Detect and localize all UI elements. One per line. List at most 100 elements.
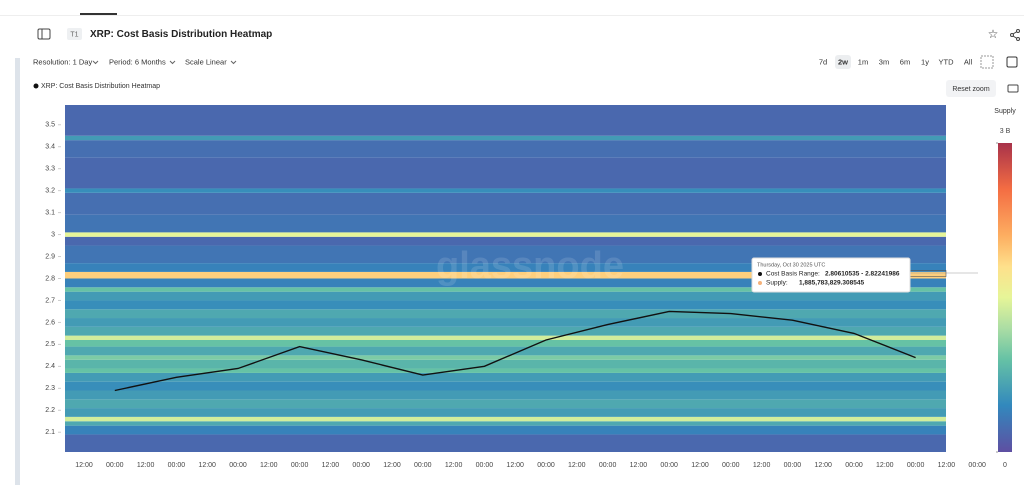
x-tick-label: 00:00 — [907, 462, 925, 469]
y-tick-label: 2.3 — [45, 385, 55, 392]
reset-zoom-bg[interactable] — [946, 80, 996, 97]
x-tick-label: 12:00 — [568, 462, 586, 469]
legend-label[interactable]: XRP: Cost Basis Distribution Heatmap — [41, 83, 160, 90]
y-tick-label: 2.5 — [45, 341, 55, 348]
x-tick-label: 00:00 — [414, 462, 432, 469]
range-button[interactable]: All — [964, 57, 973, 66]
price-line — [114, 310, 916, 392]
x-tick-label: 00:00 — [291, 462, 309, 469]
heatmap-band — [65, 434, 946, 452]
scale-dropdown[interactable]: Scale Linear — [185, 57, 227, 66]
y-tick-label: 2.8 — [45, 275, 55, 282]
heatmap-band — [65, 339, 946, 347]
active-tab-indicator — [80, 13, 117, 15]
range-button[interactable]: 2w — [838, 57, 848, 66]
x-tick-label: 12:00 — [322, 462, 340, 469]
heatmap-band — [65, 335, 946, 340]
tooltip-date: Thursday, Oct 30 2025 UTC — [757, 262, 825, 268]
colorbar-tick-label: 3 B — [1000, 128, 1011, 135]
x-tick-label: 00:00 — [968, 462, 986, 469]
heatmap-band — [65, 381, 946, 391]
heatmap-band — [65, 236, 946, 246]
heatmap-band — [65, 263, 946, 272]
x-tick-label: 12:00 — [198, 462, 216, 469]
heatmap-band — [65, 232, 946, 237]
range-button-active-bg[interactable] — [835, 55, 851, 69]
period-dropdown[interactable]: Period: 6 Months — [109, 57, 166, 66]
x-tick-label: 00:00 — [784, 462, 802, 469]
heatmap-band — [65, 425, 946, 435]
camera-button[interactable] — [1007, 84, 1019, 93]
heatmap-band — [65, 416, 946, 422]
x-tick-label: 00:00 — [106, 462, 124, 469]
tooltip-marker — [758, 281, 762, 285]
side-bar — [15, 58, 20, 485]
calendar-button[interactable] — [1006, 56, 1018, 68]
sidebar-toggle[interactable] — [37, 28, 51, 40]
tooltip-marker — [758, 272, 762, 276]
tooltip-box — [751, 257, 911, 293]
heatmap-band — [65, 309, 946, 319]
heatmap-band — [65, 318, 946, 327]
colorbar-tick-label: 0 — [1003, 462, 1007, 469]
y-tick-label: 3.4 — [45, 144, 55, 151]
tooltip-value: 2.80610535 - 2.82241986 — [825, 271, 900, 278]
y-tick-label: 2.4 — [45, 363, 55, 370]
range-button[interactable]: 7d — [819, 57, 827, 66]
x-tick-label: 00:00 — [845, 462, 863, 469]
heatmap-band — [65, 326, 946, 336]
colorbar — [998, 143, 1012, 452]
share-button[interactable] — [1010, 29, 1020, 41]
y-tick-label: 2.9 — [45, 253, 55, 260]
range-button[interactable]: 3m — [879, 57, 889, 66]
x-tick-label: 00:00 — [722, 462, 740, 469]
x-tick-label: 00:00 — [476, 462, 494, 469]
range-button[interactable]: 1m — [858, 57, 868, 66]
x-tick-label: 00:00 — [352, 462, 370, 469]
tooltip-value: 1,885,783,829.308545 — [799, 280, 864, 287]
heatmap-band — [65, 157, 946, 189]
x-tick-label: 12:00 — [383, 462, 401, 469]
watermark: glassnode — [436, 245, 624, 287]
x-tick-label: 12:00 — [137, 462, 155, 469]
heatmap-band — [65, 359, 946, 369]
heatmap-band — [65, 372, 946, 382]
heatmap-band — [65, 421, 946, 426]
heatmap-band — [65, 346, 946, 356]
y-tick-label: 3.1 — [45, 209, 55, 216]
heatmap-band — [65, 368, 946, 373]
heatmap-band — [65, 399, 946, 409]
star-button[interactable]: ☆ — [988, 27, 999, 41]
range-button[interactable]: 6m — [900, 57, 910, 66]
reset-zoom[interactable]: Reset zoom — [952, 86, 990, 93]
x-tick-label: 12:00 — [753, 462, 771, 469]
x-tick-label: 12:00 — [75, 462, 93, 469]
x-tick-label: 12:00 — [260, 462, 278, 469]
y-tick-label: 2.7 — [45, 297, 55, 304]
heatmap-band — [65, 188, 946, 193]
range-button[interactable]: 1y — [921, 57, 929, 66]
resolution-dropdown[interactable]: Resolution: 1 Day — [33, 57, 92, 66]
y-tick-label: 3.2 — [45, 187, 55, 194]
range-button[interactable]: YTD — [939, 57, 955, 66]
colorbar-title: Supply — [994, 108, 1016, 115]
x-tick-label: 12:00 — [445, 462, 463, 469]
x-tick-label: 12:00 — [876, 462, 894, 469]
x-tick-label: 12:00 — [938, 462, 956, 469]
heatmap-band — [65, 278, 946, 288]
tab-badge: T1 — [70, 31, 78, 38]
y-tick-label: 2.1 — [45, 429, 55, 436]
zoom-select-button[interactable] — [980, 55, 994, 69]
heatmap-band — [65, 245, 946, 264]
legend-marker — [33, 83, 39, 89]
tab-badge-bg — [67, 28, 82, 40]
heatmap-band — [65, 105, 946, 136]
x-tick-label: 12:00 — [691, 462, 709, 469]
tooltip-label: Supply: — [766, 280, 788, 287]
x-tick-label: 12:00 — [814, 462, 832, 469]
heatmap-band — [65, 271, 946, 279]
heatmap-band — [65, 214, 946, 233]
x-tick-label: 00:00 — [599, 462, 617, 469]
heatmap-band — [65, 287, 946, 292]
